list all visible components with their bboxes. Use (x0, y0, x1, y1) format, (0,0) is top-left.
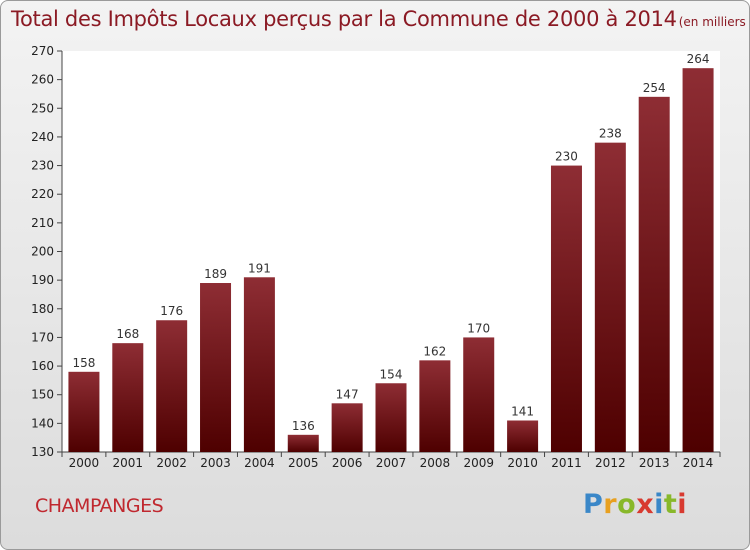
bar (419, 360, 451, 452)
y-tick-label: 140 (31, 416, 54, 430)
bar (68, 371, 100, 452)
chart-title: Total des Impôts Locaux perçus par la Co… (11, 7, 749, 31)
proxiti-logo: Proxiti (583, 489, 687, 520)
data-label: 176 (160, 304, 183, 318)
y-tick-label: 210 (31, 216, 54, 230)
data-label: 147 (336, 387, 359, 401)
bar (243, 277, 275, 452)
bar (638, 96, 670, 452)
data-label: 238 (599, 127, 622, 141)
x-tick-label: 2013 (639, 456, 670, 470)
y-tick-label: 130 (31, 445, 54, 459)
x-tick-label: 2001 (113, 456, 144, 470)
y-tick-label: 240 (31, 130, 54, 144)
data-label: 158 (72, 356, 95, 370)
x-tick-label: 2005 (288, 456, 319, 470)
x-tick-label: 2010 (507, 456, 538, 470)
logo-letter: i (654, 489, 664, 520)
x-tick-label: 2008 (420, 456, 451, 470)
logo-letter: P (583, 489, 604, 520)
commune-name: CHAMPANGES (35, 495, 164, 517)
bar (463, 337, 495, 452)
y-tick-label: 200 (31, 245, 54, 259)
logo-letter: t (663, 489, 678, 520)
logo-letter: i (677, 489, 688, 520)
data-label: 254 (643, 81, 666, 95)
x-tick-label: 2014 (683, 456, 714, 470)
bar (287, 434, 319, 452)
x-tick-label: 2006 (332, 456, 363, 470)
x-tick-label: 2000 (69, 456, 100, 470)
y-tick-label: 180 (31, 302, 54, 316)
chart-title-unit: (en milliers d'€) (678, 15, 749, 29)
bar (200, 283, 232, 452)
y-tick-label: 270 (31, 44, 54, 58)
logo-letter: r (603, 489, 618, 520)
y-tick-label: 250 (31, 101, 54, 115)
x-tick-label: 2004 (244, 456, 275, 470)
y-tick-label: 150 (31, 388, 54, 402)
bar (594, 142, 626, 452)
x-tick-label: 2007 (376, 456, 407, 470)
data-label: 230 (555, 150, 578, 164)
x-tick-label: 2012 (595, 456, 626, 470)
data-label: 168 (116, 327, 139, 341)
data-label: 136 (292, 419, 315, 433)
x-tick-label: 2002 (156, 456, 187, 470)
data-label: 170 (467, 321, 490, 335)
logo-letter: o (617, 489, 637, 520)
data-label: 264 (687, 52, 710, 66)
y-tick-label: 160 (31, 359, 54, 373)
logo-letter: x (636, 489, 655, 520)
data-label: 162 (423, 344, 446, 358)
y-tick-label: 230 (31, 159, 54, 173)
data-label: 189 (204, 267, 227, 281)
bar (375, 383, 407, 452)
chart-title-text: Total des Impôts Locaux perçus par la Co… (11, 7, 677, 31)
y-tick-label: 190 (31, 273, 54, 287)
data-label: 191 (248, 261, 271, 275)
bar (507, 420, 539, 452)
data-label: 154 (380, 367, 403, 381)
bar (156, 320, 188, 452)
bar (550, 165, 582, 453)
bar (682, 68, 714, 452)
data-label: 141 (511, 404, 534, 418)
x-tick-label: 2011 (551, 456, 582, 470)
y-tick-label: 170 (31, 330, 54, 344)
x-tick-label: 2009 (463, 456, 494, 470)
y-tick-label: 220 (31, 187, 54, 201)
x-tick-label: 2003 (200, 456, 231, 470)
bar (112, 343, 144, 452)
y-tick-label: 260 (31, 73, 54, 87)
bar (331, 403, 363, 452)
